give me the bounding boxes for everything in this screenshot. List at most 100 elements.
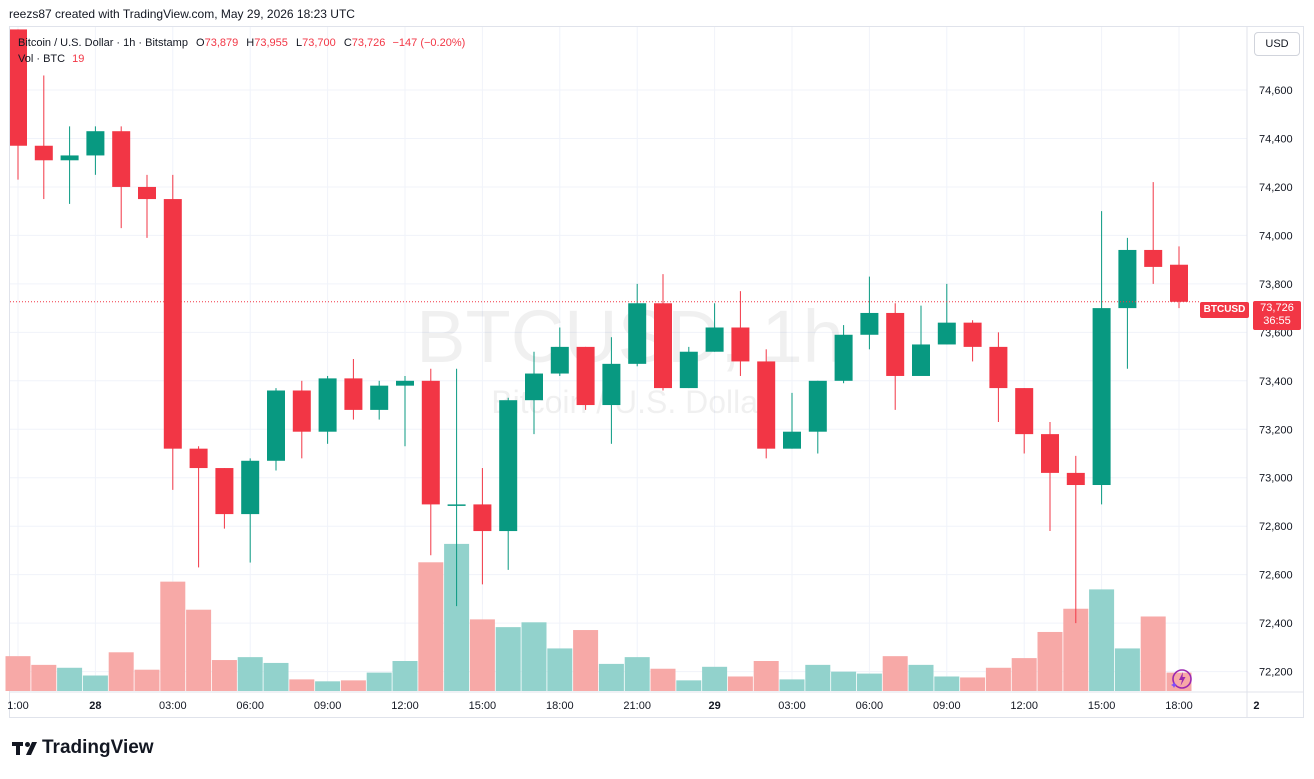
legend-high-label: H <box>246 37 255 49</box>
candle-body <box>370 385 389 410</box>
y-tick-label: 73,200 <box>1259 424 1293 436</box>
candle-body <box>112 131 131 187</box>
volume-bar <box>57 667 83 691</box>
candle-body <box>267 390 285 461</box>
x-tick-label: 21:00 <box>623 700 651 712</box>
candle-body <box>1041 434 1059 473</box>
volume-bar <box>5 656 31 691</box>
legend-change: −147 (−0.20%) <box>392 37 466 49</box>
volume-bar <box>237 657 263 691</box>
volume-bar <box>779 679 805 691</box>
volume-bar <box>1037 631 1063 691</box>
y-tick-label: 73,800 <box>1259 279 1293 291</box>
candle-body <box>808 380 827 432</box>
volume-bar <box>31 664 57 691</box>
volume-bar <box>624 657 650 691</box>
volume-bar <box>392 661 418 691</box>
x-tick-label: 15:00 <box>1088 700 1116 712</box>
volume-bar <box>727 676 753 691</box>
legend-volume: 19 <box>72 53 85 65</box>
x-tick-label: 29 <box>708 700 720 712</box>
y-tick-label: 72,800 <box>1259 521 1293 533</box>
candlesticks <box>10 29 1188 624</box>
candle-body <box>1092 308 1111 486</box>
x-tick-label: 09:00 <box>933 700 961 712</box>
chart-legend: Bitcoin / U.S. Dollar · 1h · Bitstamp O 7… <box>18 35 465 67</box>
candle-body <box>1170 264 1188 302</box>
candle-body <box>757 361 776 449</box>
y-tick-label: 72,600 <box>1259 570 1293 582</box>
y-tick-label: 74,400 <box>1259 133 1293 145</box>
y-tick-label: 73,000 <box>1259 473 1293 485</box>
volume-bar <box>676 680 702 691</box>
chart-axes: 74,600 74,400 74,200 74,000 73,800 73,600 73,4… <box>7 27 1303 717</box>
x-tick-label: 28 <box>89 700 101 712</box>
candle-body <box>1118 249 1137 309</box>
volume-bar <box>108 652 134 691</box>
candle-body <box>421 380 440 505</box>
chart-caption: reezs87 created with TradingView.com, Ma… <box>9 7 355 21</box>
chart-frame[interactable] <box>9 26 1304 718</box>
candle-body <box>86 131 105 156</box>
candle-body <box>654 303 672 389</box>
x-tick-label: 09:00 <box>314 700 342 712</box>
volume-bar <box>702 666 728 691</box>
candle-body <box>473 504 492 532</box>
volume-bar <box>134 669 160 691</box>
volume-bar <box>366 672 392 691</box>
volume-bar <box>186 609 212 691</box>
candle-body <box>292 390 311 432</box>
candle-body <box>860 312 879 335</box>
y-tick-label: 73,600 <box>1259 327 1293 339</box>
candle-body <box>576 346 595 406</box>
legend-volume-label: Vol · BTC <box>18 53 66 65</box>
candle-body <box>499 400 518 532</box>
volume-bar <box>573 630 599 691</box>
legend-close-label: C <box>343 37 352 49</box>
candle-body <box>963 322 982 347</box>
x-tick-label: 06:00 <box>236 700 264 712</box>
legend-symbol: Bitcoin / U.S. Dollar · 1h · Bitstamp <box>18 37 188 49</box>
candle-body <box>344 378 363 410</box>
y-tick-label: 72,200 <box>1259 667 1293 679</box>
candle-body <box>215 468 234 515</box>
candle-body <box>550 346 569 374</box>
bar-countdown: 36:55 <box>1263 315 1291 327</box>
volume-bar <box>340 680 366 691</box>
volume-bar <box>960 677 986 691</box>
x-tick-label: 12:00 <box>1010 700 1038 712</box>
legend-high: 73,955 <box>254 37 288 49</box>
legend-low: 73,700 <box>302 37 336 49</box>
candle-body <box>834 334 853 381</box>
candle-body <box>525 373 543 401</box>
candle-body <box>937 322 956 345</box>
volume-bar <box>1114 648 1140 691</box>
volume-bar <box>831 671 857 691</box>
x-tick-label: 06:00 <box>856 700 884 712</box>
candle-body <box>628 303 647 364</box>
candle-body <box>679 351 698 389</box>
tradingview-logo[interactable]: TradingView <box>12 737 154 759</box>
volume-bar <box>521 622 547 691</box>
currency-button[interactable]: USD <box>1254 32 1300 56</box>
brand-name: TradingView <box>42 737 154 758</box>
volume-bar <box>1140 616 1166 691</box>
x-tick-label: 1:00 <box>7 700 28 712</box>
volume-bar <box>547 648 573 691</box>
candle-body <box>34 145 53 161</box>
sparkle-assistant-icon[interactable] <box>1171 668 1193 690</box>
candle-body <box>602 363 621 406</box>
x-tick-label: 03:00 <box>778 700 806 712</box>
volume-bar <box>1089 589 1115 691</box>
x-tick-label: 15:00 <box>469 700 497 712</box>
y-tick-label: 74,600 <box>1259 85 1293 97</box>
legend-open-label: O <box>196 37 205 49</box>
price-symbol-tag: BTCUSD <box>1200 302 1249 318</box>
candle-body <box>886 312 905 376</box>
volume-bar <box>882 656 908 691</box>
x-tick-label: 12:00 <box>391 700 419 712</box>
candle-body <box>1015 388 1034 435</box>
volume-bar <box>753 661 779 691</box>
volume-bar <box>82 675 108 691</box>
